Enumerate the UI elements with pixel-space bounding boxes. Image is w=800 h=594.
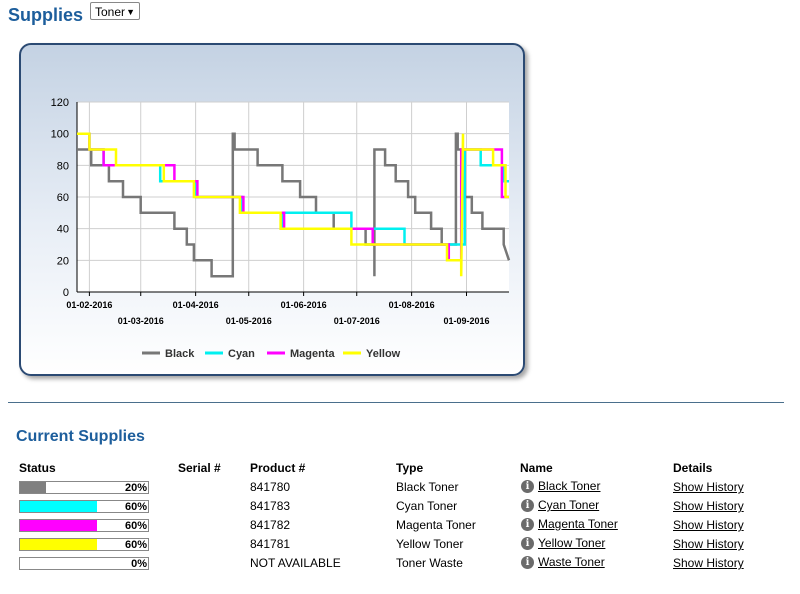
supply-type: Cyan Toner xyxy=(396,499,458,513)
legend-label-yellow: Yellow xyxy=(366,348,401,360)
toner-level-bar: 20% xyxy=(19,481,149,494)
show-history-link[interactable]: Show History xyxy=(673,537,744,551)
supply-name-link[interactable]: Black Toner xyxy=(538,479,601,493)
product-number: 841782 xyxy=(250,518,291,532)
x-tick-label: 01-03-2016 xyxy=(118,316,164,326)
x-tick-label: 01-04-2016 xyxy=(173,300,219,310)
show-history-link[interactable]: Show History xyxy=(673,518,744,532)
x-tick-label: 01-07-2016 xyxy=(334,316,380,326)
col-header-name: Name xyxy=(520,461,553,475)
x-tick-label: 01-05-2016 xyxy=(226,316,272,326)
legend-label-magenta: Magenta xyxy=(290,348,336,360)
series-line-yellow xyxy=(77,132,509,277)
y-tick-label: 120 xyxy=(51,97,69,109)
legend-label-black: Black xyxy=(165,348,195,360)
toner-level-bar: 60% xyxy=(19,538,149,551)
section-divider xyxy=(8,402,784,403)
toner-level-percent: 60% xyxy=(124,539,147,551)
info-icon[interactable]: i xyxy=(521,518,534,532)
product-number: NOT AVAILABLE xyxy=(250,556,341,570)
toner-level-bar: 0% xyxy=(19,557,149,570)
toner-level-fill xyxy=(20,539,97,550)
supply-type: Yellow Toner xyxy=(396,537,464,551)
x-tick-label: 01-06-2016 xyxy=(281,300,327,310)
toner-level-bar: 60% xyxy=(19,519,149,532)
product-number: 841783 xyxy=(250,499,291,513)
toner-level-percent: 20% xyxy=(124,482,147,494)
supply-type: Black Toner xyxy=(396,480,459,494)
toner-level-percent: 60% xyxy=(124,501,147,513)
supply-name-link[interactable]: Cyan Toner xyxy=(538,498,600,512)
col-header-serial: Serial # xyxy=(178,461,221,475)
col-header-status: Status xyxy=(19,461,56,475)
show-history-link[interactable]: Show History xyxy=(673,556,744,570)
x-tick-label: 01-08-2016 xyxy=(389,300,435,310)
show-history-link[interactable]: Show History xyxy=(673,499,744,513)
x-tick-label: 01-02-2016 xyxy=(66,300,112,310)
y-tick-label: 60 xyxy=(57,192,69,204)
supply-name-link[interactable]: Magenta Toner xyxy=(538,517,618,531)
toner-level-percent: 60% xyxy=(124,520,147,532)
supply-type: Magenta Toner xyxy=(396,518,476,532)
page-title: Supplies xyxy=(8,5,84,25)
toner-level-fill xyxy=(20,520,97,531)
supply-name-cell: i Yellow Toner xyxy=(521,536,606,551)
toner-level-fill xyxy=(20,501,97,512)
legend-label-cyan: Cyan xyxy=(228,348,255,360)
col-header-product: Product # xyxy=(250,461,306,475)
x-tick-label: 01-09-2016 xyxy=(443,316,489,326)
info-icon[interactable]: i xyxy=(521,480,534,494)
toner-level-percent: 0% xyxy=(131,558,147,570)
supply-type: Toner Waste xyxy=(396,556,463,570)
supply-name-cell: i Magenta Toner xyxy=(521,517,618,532)
y-tick-label: 0 xyxy=(63,287,69,299)
y-tick-label: 80 xyxy=(57,160,69,172)
y-tick-label: 20 xyxy=(57,255,69,267)
info-icon[interactable]: i xyxy=(521,499,534,513)
supply-type-select[interactable]: Toner ▼ xyxy=(90,2,140,20)
product-number: 841780 xyxy=(250,480,291,494)
product-number: 841781 xyxy=(250,537,291,551)
col-header-details: Details xyxy=(673,461,713,475)
col-header-type: Type xyxy=(396,461,424,475)
supply-name-cell: i Black Toner xyxy=(521,479,601,494)
supply-history-chart: 0 20 40 60 80 100 120 01-02-2016 01-03-2016 01-04… xyxy=(51,97,511,360)
supply-name-link[interactable]: Yellow Toner xyxy=(538,536,606,550)
info-icon[interactable]: i xyxy=(521,556,534,570)
toner-level-fill xyxy=(20,482,46,493)
select-value: Toner xyxy=(95,5,126,19)
y-tick-label: 40 xyxy=(57,224,69,236)
show-history-link[interactable]: Show History xyxy=(673,480,744,494)
supply-name-link[interactable]: Waste Toner xyxy=(538,555,605,569)
y-tick-label: 100 xyxy=(51,129,69,141)
supply-name-cell: i Cyan Toner xyxy=(521,498,600,513)
toner-level-bar: 60% xyxy=(19,500,149,513)
info-icon[interactable]: i xyxy=(521,537,534,551)
chevron-down-icon: ▼ xyxy=(126,7,135,17)
current-supplies-title: Current Supplies xyxy=(16,428,145,445)
supply-name-cell: i Waste Toner xyxy=(521,555,605,570)
